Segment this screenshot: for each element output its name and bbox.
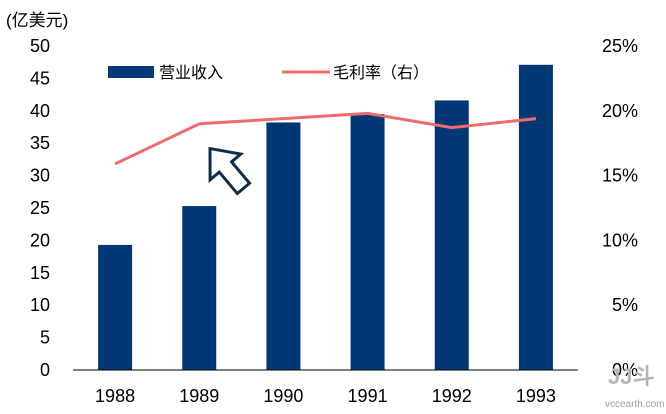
left-tick-label: 0: [40, 360, 50, 380]
left-tick-label: 45: [30, 68, 50, 88]
left-tick-label: 30: [30, 166, 50, 186]
watermark-logo: JJ斗: [608, 364, 654, 389]
x-tick-label: 1991: [348, 386, 388, 406]
up-arrow-icon: [208, 146, 252, 196]
revenue-bar: [350, 114, 385, 370]
left-axis-ticks: 0 5 10 15 20 25 30 35 40 45 50: [30, 36, 50, 380]
left-tick-label: 50: [30, 36, 50, 56]
right-tick-label: 15%: [602, 166, 638, 186]
revenue-bar: [518, 64, 553, 371]
right-axis-ticks: 0% 5% 10% 15% 20% 25%: [602, 36, 638, 380]
x-tick-label: 1992: [432, 386, 472, 406]
x-tick-label: 1993: [516, 386, 556, 406]
legend-line-label: 毛利率（右）: [333, 64, 429, 82]
left-tick-label: 10: [30, 295, 50, 315]
left-tick-label: 20: [30, 230, 50, 250]
watermark-url: vccearth.com: [605, 399, 664, 410]
legend-bar-label: 营业收入: [159, 64, 223, 82]
right-tick-label: 10%: [602, 230, 638, 250]
watermark: JJ斗 vccearth.com: [605, 364, 664, 410]
x-tick-label: 1989: [179, 386, 219, 406]
left-axis-unit-label: (亿美元): [6, 11, 68, 30]
revenue-bar: [266, 122, 301, 371]
legend: 营业收入 毛利率（右）: [108, 64, 429, 82]
right-tick-label: 5%: [612, 295, 638, 315]
left-tick-label: 35: [30, 133, 50, 153]
x-tick-label: 1990: [263, 386, 303, 406]
legend-bar-swatch: [108, 66, 154, 78]
x-axis-tick-labels: 1988 1989 1990 1991 1992 1993: [95, 386, 556, 406]
bar-series: [98, 64, 553, 371]
revenue-bar: [98, 244, 133, 370]
revenue-bar: [182, 206, 217, 370]
right-tick-label: 25%: [602, 36, 638, 56]
revenue-bar: [434, 100, 469, 370]
left-tick-label: 15: [30, 263, 50, 283]
left-tick-label: 40: [30, 101, 50, 121]
left-tick-label: 5: [40, 328, 50, 348]
right-tick-label: 0%: [612, 360, 638, 380]
right-tick-label: 20%: [602, 101, 638, 121]
left-tick-label: 25: [30, 198, 50, 218]
x-tick-label: 1988: [95, 386, 135, 406]
margin-line: [114, 111, 537, 166]
